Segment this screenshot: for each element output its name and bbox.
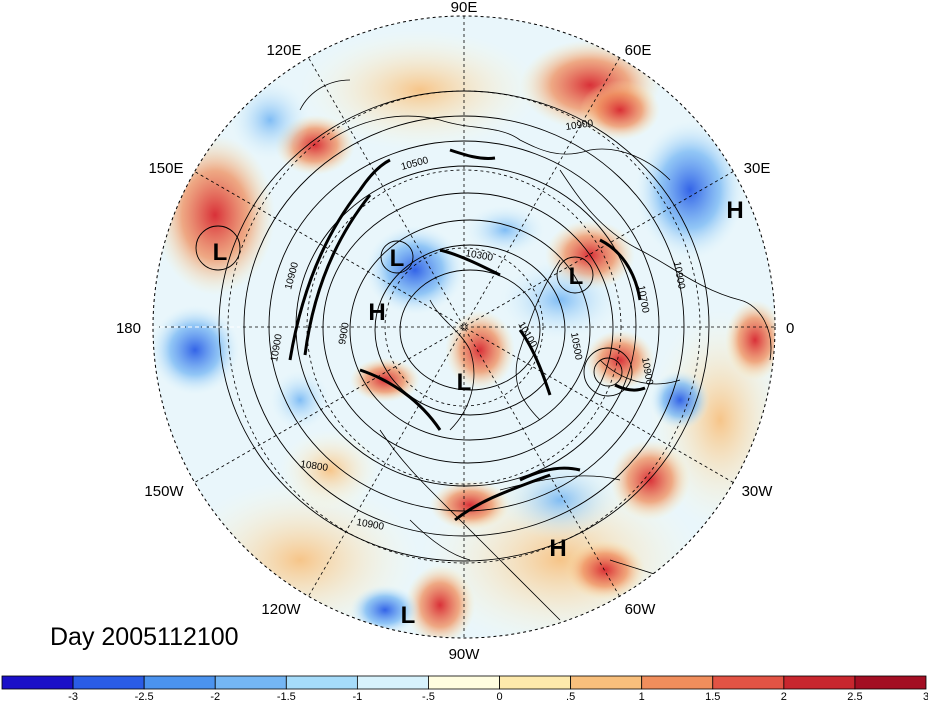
colorbar-swatch: [428, 675, 500, 690]
lon-label-150w: 150W: [144, 483, 184, 500]
colorbar-tick-label: -3: [68, 691, 78, 702]
low-center-marker: L: [390, 245, 405, 272]
colorbar-swatch: [641, 675, 714, 690]
contour-label: 10700: [635, 285, 651, 315]
contour-label: 10800: [300, 459, 330, 474]
graticule: [153, 16, 775, 638]
lon-label-60e: 60E: [625, 42, 652, 59]
colorbar-tick-label: .5: [566, 691, 575, 702]
colorbar-tick-label: -2.5: [135, 691, 154, 702]
coastlines: [299, 79, 772, 621]
contour-label: 10300: [464, 248, 494, 264]
lon-label-30e: 30E: [744, 160, 771, 177]
lon-label-0: 0: [786, 320, 794, 337]
contour-label: 10500: [568, 332, 584, 362]
colorbar-tick-label: -1.5: [277, 691, 296, 702]
colorbar-swatch: [143, 675, 216, 690]
lon-label-60w: 60W: [625, 601, 657, 618]
longitude-labels: 90E 60E 30E 0 30W 60W 90W 120W 150W 180 …: [116, 0, 794, 663]
pressure-centers: L L H L H L H L: [213, 197, 744, 629]
anomaly-field: [153, 16, 775, 638]
lon-label-30w: 30W: [742, 483, 774, 500]
low-center-marker: L: [213, 239, 228, 266]
map-title: Day 2005112100: [50, 623, 239, 651]
colorbar-tick-label: -2: [210, 691, 220, 702]
contour-label: 9900: [337, 321, 352, 345]
colorbar-swatch: [1, 675, 74, 690]
contour-label: 10900: [671, 261, 687, 291]
colorbar-tick-label: 2: [781, 691, 787, 702]
lon-label-90w: 90W: [449, 646, 481, 663]
colorbar-tick-label: 2.5: [847, 691, 862, 702]
high-center-marker: H: [549, 535, 566, 562]
colorbar-swatch: [854, 675, 927, 690]
colorbar: -3 -2.5 -2 -1.5 -1 -.5 0 .5 1 1.5 2 2.5 3: [1, 675, 928, 702]
colorbar-tick-label: 0: [496, 691, 502, 702]
contour-label: 10900: [355, 517, 385, 533]
lon-label-90e: 90E: [451, 0, 478, 16]
low-center-marker: L: [569, 263, 584, 290]
high-center-marker: H: [368, 299, 385, 326]
colorbar-tick-label: 3: [923, 691, 928, 702]
low-center-marker: L: [401, 602, 416, 629]
contour-label: 10900: [565, 118, 595, 133]
colorbar-swatch: [72, 675, 145, 690]
polar-map-disk: [152, 15, 776, 639]
lon-label-180: 180: [116, 320, 141, 337]
colorbar-swatch: [285, 675, 358, 690]
low-center-marker: L: [457, 369, 472, 396]
colorbar-tick-label: -1: [352, 691, 362, 702]
disk-outline: [152, 15, 776, 639]
colorbar-tick-label: -.5: [422, 691, 435, 702]
colorbar-swatch: [570, 675, 643, 690]
jet-stream-contours: [288, 148, 646, 522]
colorbar-tick-label: 1.5: [705, 691, 720, 702]
colorbar-tick-label: 1: [639, 691, 645, 702]
colorbar-swatch: [499, 675, 572, 690]
contour-label: 10900: [269, 333, 285, 363]
colorbar-swatch: [356, 675, 429, 690]
colorbar-swatch: [712, 675, 785, 690]
lon-label-120w: 120W: [261, 601, 301, 618]
colorbar-swatch: [214, 675, 287, 690]
height-contours: [195, 90, 710, 562]
high-center-marker: H: [726, 197, 743, 224]
colorbar-swatch: [783, 675, 856, 690]
contour-label: 10900: [639, 357, 655, 387]
lon-label-120e: 120E: [266, 42, 301, 59]
lon-label-150e: 150E: [148, 160, 183, 177]
